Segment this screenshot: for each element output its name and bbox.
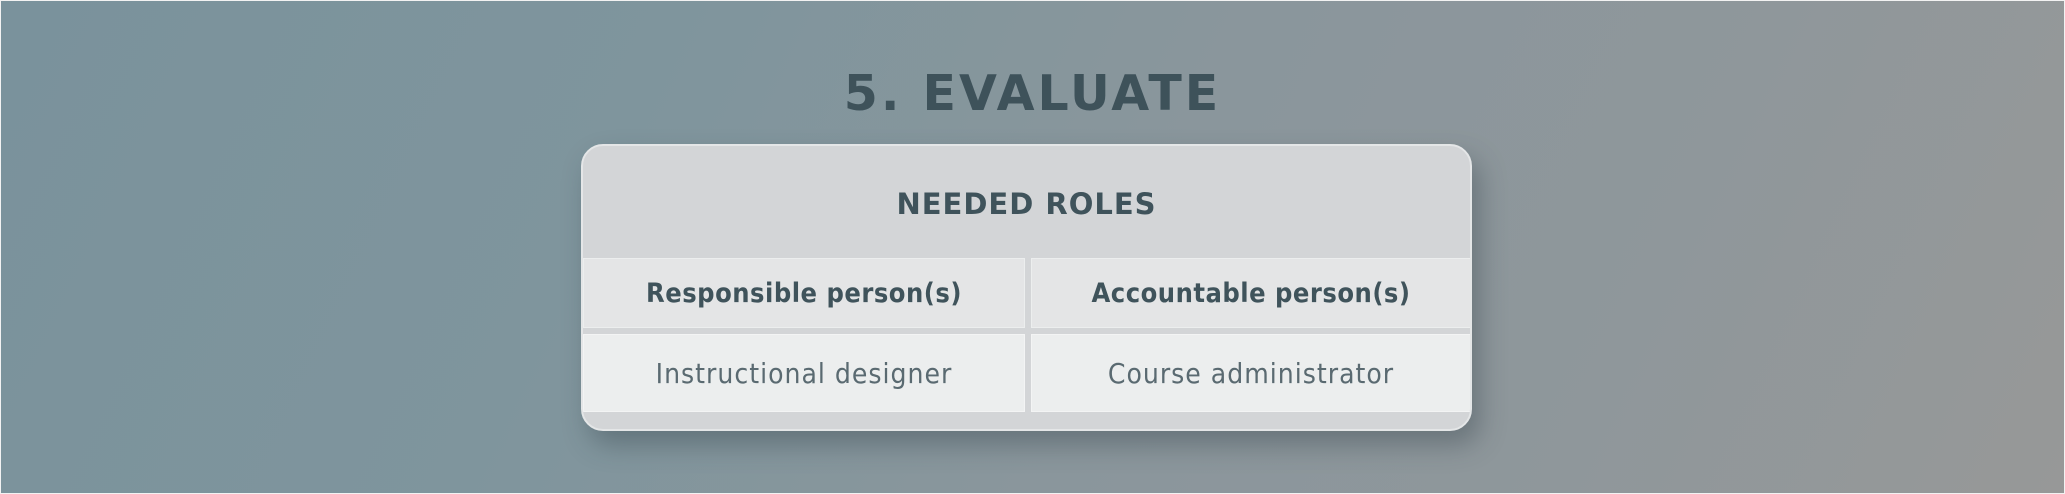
- accountable-value: Course administrator: [1031, 334, 1470, 412]
- roles-card: NEEDED ROLES Responsible person(s) Accou…: [581, 144, 1472, 431]
- accountable-header: Accountable person(s): [1031, 258, 1470, 328]
- page-title: 5. EVALUATE: [843, 65, 1222, 122]
- responsible-header: Responsible person(s): [583, 258, 1025, 328]
- card-heading: NEEDED ROLES: [896, 187, 1157, 221]
- responsible-value: Instructional designer: [583, 334, 1025, 412]
